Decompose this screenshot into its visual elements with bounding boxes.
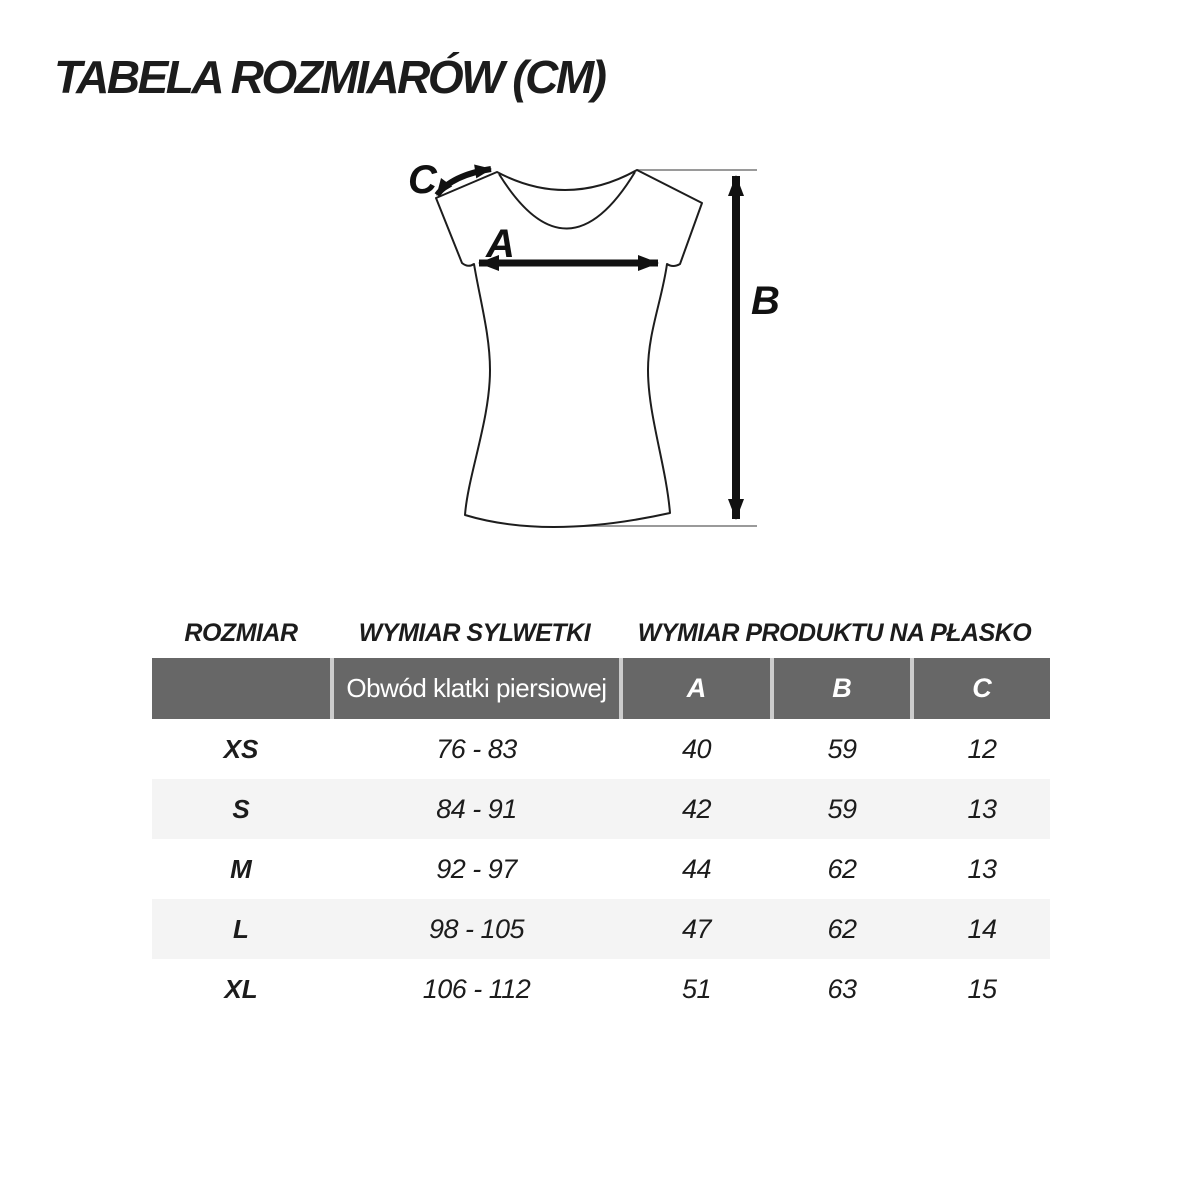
chest-value: 84 - 91 [436,794,517,824]
header-cell-c: C [910,658,1050,719]
table-row-s: S 84 - 91 42 59 13 [152,779,1050,839]
measure-b-label: B [751,279,780,323]
size-label: XL [224,974,258,1004]
table-group-header-row: ROZMIAR WYMIAR SYLWETKI WYMIAR PRODUKTU … [152,610,1050,656]
size-table: ROZMIAR WYMIAR SYLWETKI WYMIAR PRODUKTU … [152,610,1050,1019]
table-row-m: M 92 - 97 44 62 13 [152,839,1050,899]
chest-value: 106 - 112 [422,974,531,1004]
measure-a-label: A [485,222,515,266]
table-row-xs: XS 76 - 83 40 59 12 [152,719,1050,779]
table-row-xl: XL 106 - 112 51 63 15 [152,959,1050,1019]
c-value: 13 [967,854,997,884]
page-title: TABELA ROZMIARÓW (CM) [54,51,607,103]
header-cell-a: A [619,658,770,719]
size-label: M [230,854,252,884]
chest-value: 92 - 97 [436,854,517,884]
measure-c-arrow [434,164,492,197]
measure-c-label: C [408,158,438,202]
chest-value: 76 - 83 [436,734,517,764]
group-header-rozmiar: ROZMIAR [184,618,298,647]
header-cell-chest: Obwód klatki piersiowej [330,658,619,719]
group-header-wymiar-sylwetki: WYMIAR SYLWETKI [358,618,591,647]
size-label: XS [223,734,259,764]
a-value: 47 [681,914,712,944]
header-cell-empty [152,658,330,719]
a-value: 51 [681,974,712,1004]
a-value: 40 [681,734,712,764]
c-value: 12 [967,734,997,764]
size-label: S [232,794,250,824]
b-value: 59 [827,734,857,764]
tshirt-neckline [498,171,636,230]
c-value: 14 [967,914,997,944]
c-value: 13 [967,794,997,824]
size-label: L [233,914,249,944]
a-value: 42 [681,794,712,824]
b-value: 62 [827,854,857,884]
c-value: 15 [967,974,997,1004]
b-value: 59 [827,794,857,824]
tshirt-diagram: C A B [408,158,780,529]
b-value: 63 [827,974,857,1004]
table-row-l: L 98 - 105 47 62 14 [152,899,1050,959]
group-header-wymiar-produktu: WYMIAR PRODUKTU NA PŁASKO [637,618,1032,647]
chest-value: 98 - 105 [428,914,525,944]
b-value: 62 [827,914,857,944]
table-header-row: Obwód klatki piersiowej A B C [152,658,1050,719]
a-value: 44 [681,854,712,884]
header-cell-b: B [770,658,910,719]
tshirt-outline [435,169,703,529]
